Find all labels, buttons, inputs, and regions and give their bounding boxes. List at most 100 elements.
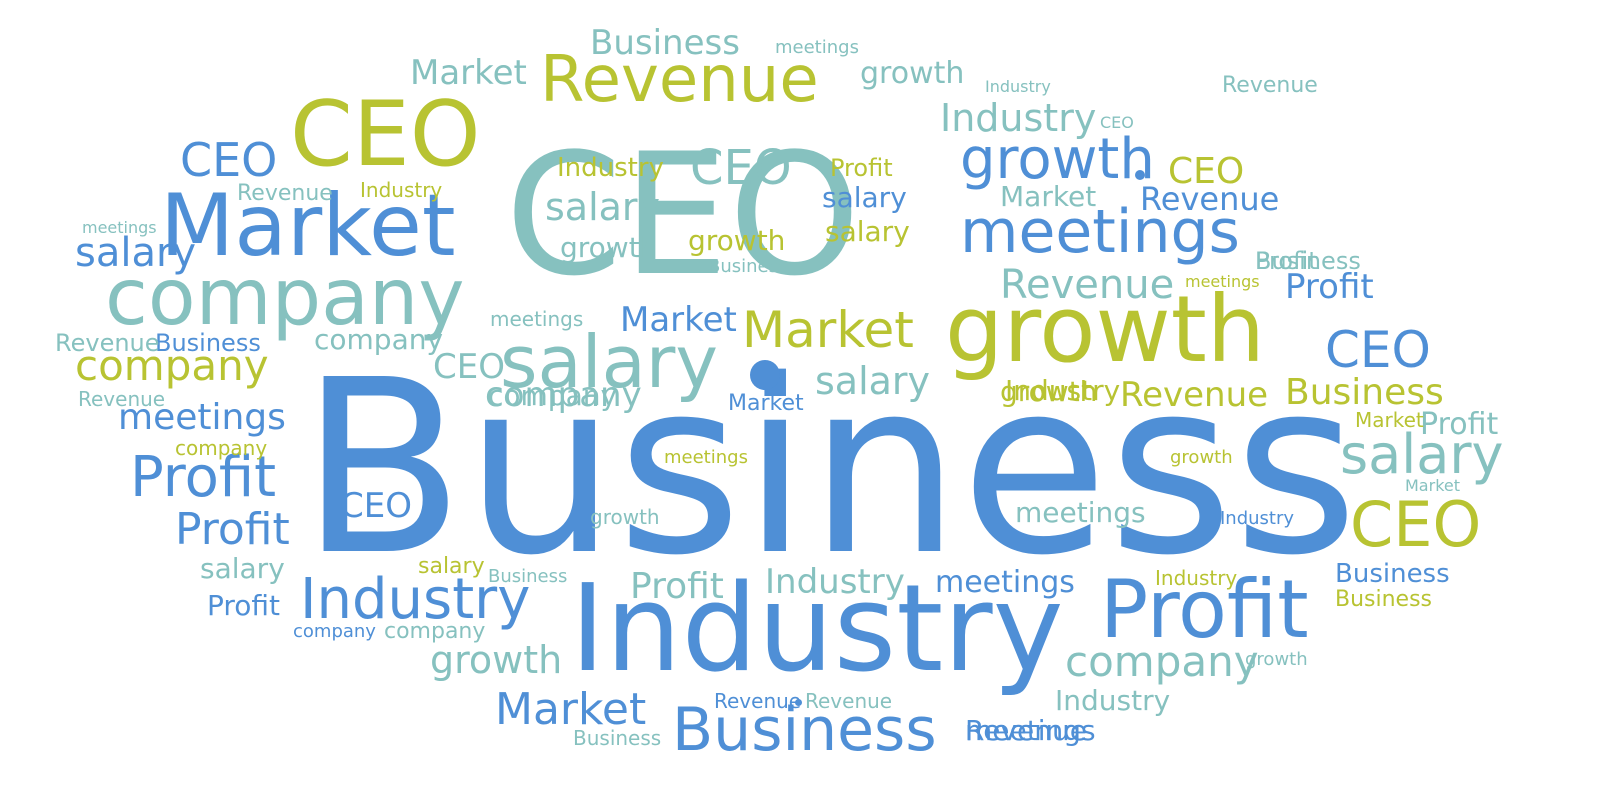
word-salary: salary	[75, 230, 197, 276]
word-revenue: Revenue	[237, 181, 333, 206]
word-profit: Profit	[130, 445, 277, 510]
word-growth: growth	[430, 638, 563, 682]
word-revenue: Revenue	[1140, 180, 1280, 218]
word-industry: Industry	[765, 562, 905, 602]
word-market: Market	[410, 53, 527, 93]
word-ceo: CEO	[290, 82, 481, 187]
word-meetings: meetings	[82, 218, 157, 237]
word-revenue: Revenue	[965, 714, 1087, 747]
word-ceo: CEO	[1325, 321, 1431, 379]
word-profit: Profit	[630, 566, 724, 607]
word-company: company	[105, 253, 465, 343]
word-salary: salary	[545, 185, 661, 229]
word-meetings: meetings	[118, 397, 286, 438]
word-salary: salary	[418, 554, 485, 579]
word-salary: salary	[822, 181, 907, 214]
word-revenue: Revenue	[1000, 262, 1175, 308]
word-meetings: meetings	[664, 447, 748, 468]
dot-mark	[1135, 170, 1145, 180]
word-market: Market	[620, 300, 737, 340]
word-meetings: meetings	[1185, 272, 1260, 291]
word-industry: Industry	[570, 560, 1064, 699]
word-profit: Profit	[1420, 407, 1499, 442]
word-business: Business	[1285, 372, 1444, 413]
word-revenue: Revenue	[805, 689, 893, 713]
word-industry: Industry	[1155, 566, 1238, 590]
word-growth: growth	[860, 56, 965, 91]
word-growth: growth	[1170, 447, 1233, 468]
word-salary: salary	[200, 552, 285, 585]
dot-mark	[794, 698, 802, 706]
word-business: Business	[155, 329, 261, 357]
word-ceo: CEO	[505, 117, 861, 313]
word-profit: Profit	[1100, 563, 1309, 656]
word-salary: salary	[815, 359, 931, 403]
word-revenue: Revenue	[55, 329, 160, 357]
word-market: Market	[495, 684, 647, 735]
word-industry: Industry	[1055, 684, 1171, 717]
word-revenue: Revenue	[714, 689, 802, 713]
word-meetings: meetings	[965, 714, 1096, 747]
word-revenue: Revenue	[1120, 375, 1269, 415]
word-industry: Industry	[1005, 374, 1121, 407]
word-business: Business	[300, 328, 1359, 608]
word-industry: Industry	[940, 96, 1097, 140]
word-business: Business	[488, 566, 568, 587]
word-business: Business	[1255, 247, 1361, 275]
word-salary: salary	[500, 320, 718, 404]
word-market: Market	[1405, 476, 1460, 495]
word-meetings: meetings	[490, 307, 584, 331]
word-ceo: CEO	[1168, 151, 1245, 192]
word-ceo: CEO	[433, 347, 505, 387]
word-salary: salary	[825, 215, 910, 248]
word-ceo: CEO	[690, 140, 792, 196]
word-growth: growth	[688, 224, 786, 257]
word-industry: Industry	[360, 178, 443, 202]
word-growth: growth	[1245, 649, 1308, 670]
word-revenue: Revenue	[1222, 73, 1318, 98]
word-business: Business	[590, 23, 740, 63]
word-business: Business	[672, 695, 937, 765]
word-profit: Profit	[1285, 267, 1374, 307]
word-company: company	[314, 323, 444, 356]
word-company: company	[1065, 637, 1259, 686]
word-profit: Profit	[207, 589, 281, 622]
word-business: Business	[1335, 587, 1433, 612]
word-business: Business	[708, 256, 788, 277]
word-growth: growth	[1000, 375, 1098, 408]
word-salary: salary	[1340, 423, 1504, 486]
word-meetings: meetings	[1015, 496, 1146, 529]
word-market: Market	[742, 301, 914, 359]
word-profit: Profit	[1255, 247, 1318, 275]
dot-mark	[750, 360, 780, 390]
word-company: company	[75, 341, 269, 390]
word-business: Business	[1335, 559, 1450, 589]
word-market: Market	[728, 391, 804, 416]
word-market: Market	[1000, 180, 1097, 213]
word-growth: growth	[590, 505, 660, 529]
word-ceo: CEO	[1100, 113, 1134, 132]
word-meetings: meetings	[935, 565, 1075, 600]
word-ceo: CEO	[180, 133, 278, 187]
word-growth: growth	[945, 276, 1266, 383]
word-growth: growth	[560, 231, 658, 264]
word-company: company	[384, 619, 486, 644]
word-industry: Industry	[985, 77, 1051, 96]
word-market: Market	[160, 176, 456, 276]
word-meetings: meetings	[960, 197, 1240, 267]
word-ceo: CEO	[340, 486, 412, 526]
word-company: company	[175, 436, 268, 460]
word-company: company	[485, 375, 642, 415]
word-profit: Profit	[830, 154, 893, 182]
word-profit: Profit	[175, 504, 290, 555]
word-meetings: meetings	[775, 37, 859, 58]
word-revenue: Revenue	[540, 43, 819, 117]
word-company: company	[293, 621, 376, 642]
word-revenue: Revenue	[78, 387, 166, 411]
word-industry: Industry	[557, 153, 664, 183]
word-industry: Industry	[1220, 508, 1295, 529]
word-market: Market	[1355, 408, 1424, 432]
word-company: company	[488, 379, 618, 412]
word-ceo: CEO	[1350, 488, 1482, 561]
